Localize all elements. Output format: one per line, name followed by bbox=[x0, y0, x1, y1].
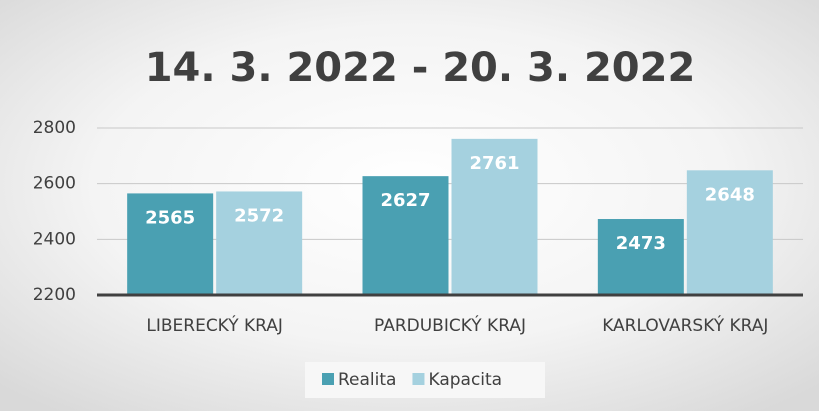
x-tick-label: KARLOVARSKÝ KRAJ bbox=[602, 314, 768, 336]
bar bbox=[686, 170, 773, 295]
bar bbox=[597, 219, 684, 295]
y-tick-label: 2800 bbox=[33, 118, 76, 138]
legend-swatch bbox=[412, 373, 425, 385]
legend-swatch bbox=[322, 373, 334, 385]
y-tick-label: 2200 bbox=[33, 285, 76, 305]
bar bbox=[362, 176, 449, 295]
data-label: 2648 bbox=[705, 184, 755, 205]
data-label: 2627 bbox=[380, 190, 430, 211]
data-label: 2565 bbox=[145, 207, 195, 228]
legend-label: Kapacita bbox=[428, 370, 502, 390]
bar bbox=[216, 191, 303, 295]
legend-label: Realita bbox=[338, 370, 396, 390]
y-tick-label: 2600 bbox=[33, 174, 76, 194]
chart-title: 14. 3. 2022 - 20. 3. 2022 bbox=[145, 45, 696, 91]
data-label: 2572 bbox=[234, 205, 284, 226]
data-label: 2473 bbox=[616, 233, 666, 254]
x-tick-label: PARDUBICKÝ KRAJ bbox=[374, 314, 526, 336]
x-tick-label: LIBERECKÝ KRAJ bbox=[146, 314, 283, 336]
y-tick-label: 2400 bbox=[33, 229, 76, 249]
bar bbox=[451, 138, 538, 295]
data-label: 2761 bbox=[469, 153, 519, 174]
legend-box bbox=[305, 362, 545, 398]
bar bbox=[127, 193, 214, 295]
